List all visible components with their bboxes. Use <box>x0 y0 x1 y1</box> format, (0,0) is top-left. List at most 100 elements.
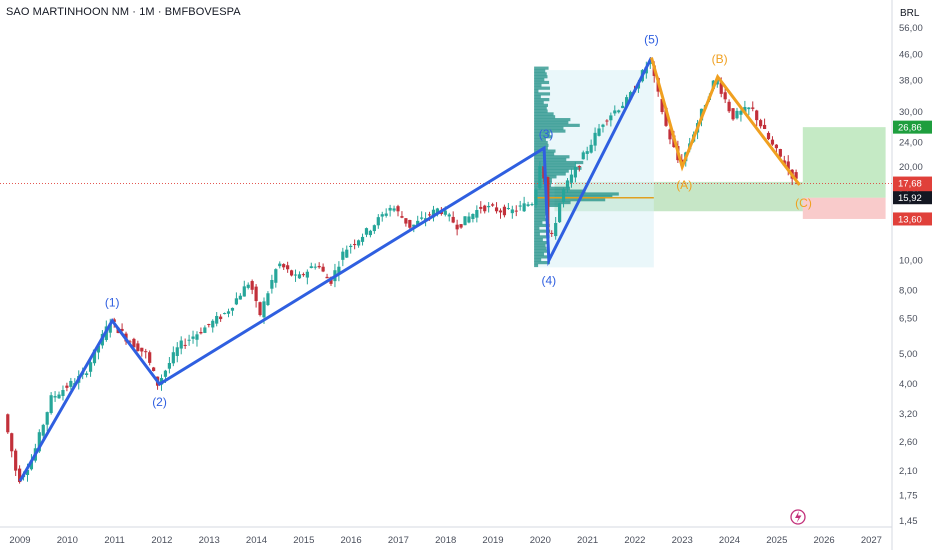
candle-body <box>475 210 479 218</box>
volume-profile-bar <box>534 129 566 133</box>
price-tick-label: 5,00 <box>899 349 918 360</box>
volume-profile-bar <box>534 78 545 82</box>
candle-body <box>132 338 136 348</box>
volume-profile-bar <box>534 240 549 245</box>
candle-body <box>554 223 558 237</box>
candle-body <box>250 281 254 290</box>
candle-body <box>392 208 396 211</box>
volume-profile-bar <box>534 103 548 107</box>
volume-profile-bar <box>534 258 542 262</box>
candle-body <box>278 263 282 267</box>
volume-profile-bar <box>534 200 571 205</box>
candle-body <box>313 266 317 268</box>
candle-body <box>550 232 554 234</box>
candle-body <box>506 208 510 210</box>
volume-profile-bar <box>534 138 546 142</box>
candle-body <box>668 129 672 140</box>
candle-body <box>538 165 542 189</box>
time-tick-label: 2026 <box>814 535 835 546</box>
candle-body <box>69 380 73 387</box>
candle-body <box>727 101 731 112</box>
candle-body <box>262 301 266 318</box>
candle-body <box>317 265 321 268</box>
candle-body <box>774 144 779 149</box>
candle-body <box>755 110 759 121</box>
price-tag <box>893 212 932 226</box>
candle-body <box>751 107 755 109</box>
candle-body <box>187 339 191 341</box>
volume-profile-bar <box>534 263 539 268</box>
candle-body <box>289 270 294 276</box>
time-tick-label: 2017 <box>388 535 409 546</box>
candle-body <box>226 311 231 314</box>
volume-profile-bar <box>534 255 550 259</box>
candle-body <box>514 210 518 212</box>
candle-body <box>309 266 313 269</box>
candle-body <box>443 210 447 215</box>
volume-profile-bar <box>534 243 546 248</box>
candle-body <box>491 204 495 206</box>
price-tag-label: 13,60 <box>898 214 922 225</box>
price-tag <box>893 191 932 205</box>
time-tick-label: 2018 <box>435 535 456 546</box>
volume-profile-bar <box>534 143 549 147</box>
candle-body <box>234 298 238 305</box>
candle-body <box>766 132 771 140</box>
volume-profile-bar <box>534 235 550 239</box>
candle-body <box>420 217 424 219</box>
time-tick-label: 2015 <box>293 535 314 546</box>
price-tick-label: 2,10 <box>899 466 918 477</box>
volume-profile-bar <box>534 75 548 79</box>
volume-profile-bar <box>534 69 546 73</box>
candle-body <box>10 433 14 452</box>
time-tick-label: 2027 <box>861 535 882 546</box>
price-tag-label: 26,86 <box>898 123 922 134</box>
candle-body <box>199 332 203 334</box>
volume-profile-bar <box>534 252 545 256</box>
time-tick-label: 2009 <box>9 535 30 546</box>
time-tick-label: 2016 <box>341 535 362 546</box>
candle-body <box>136 343 140 351</box>
candle-body <box>293 274 298 276</box>
candle-body <box>219 316 223 320</box>
candle-body <box>18 468 22 483</box>
candle-body <box>747 107 751 110</box>
candle-body <box>400 216 404 218</box>
price-tag-label: 17,68 <box>898 179 922 190</box>
volume-profile-bar <box>534 86 550 90</box>
volume-profile-bar <box>534 92 551 96</box>
volume-profile-bar <box>534 140 548 145</box>
candle-body <box>242 286 246 297</box>
candle-body <box>719 82 723 94</box>
price-tick-label: 2,60 <box>899 437 918 448</box>
currency-label[interactable]: BRL <box>900 8 920 19</box>
candle-body <box>388 207 392 211</box>
candle-body <box>581 152 585 160</box>
candle-body <box>770 139 775 145</box>
candle-body <box>660 98 664 113</box>
candle-body <box>325 276 329 279</box>
volume-profile-bar <box>534 106 547 110</box>
candle-body <box>558 203 562 223</box>
volume-profile-bar <box>534 163 576 167</box>
volume-profile-bar <box>534 135 552 139</box>
volume-profile-bar <box>534 66 549 70</box>
volume-profile-bar <box>534 178 552 182</box>
candle-body <box>463 216 467 226</box>
candle-body <box>321 266 325 272</box>
candle-body <box>297 274 302 279</box>
volume-profile-bar <box>534 195 613 199</box>
candle-body <box>128 341 132 343</box>
candle-body <box>6 414 10 433</box>
candle-body <box>625 97 629 107</box>
candle-body <box>175 347 179 356</box>
candle-body <box>274 269 278 283</box>
candle-body <box>510 209 514 214</box>
volume-profile-bar <box>534 80 550 85</box>
candle-body <box>207 324 211 326</box>
candle-body <box>447 214 451 217</box>
candle-body <box>108 323 112 333</box>
volume-profile-bar <box>534 189 586 193</box>
chart-title: SAO MARTINHOON NM · 1M · BMFBOVESPA <box>6 6 241 18</box>
